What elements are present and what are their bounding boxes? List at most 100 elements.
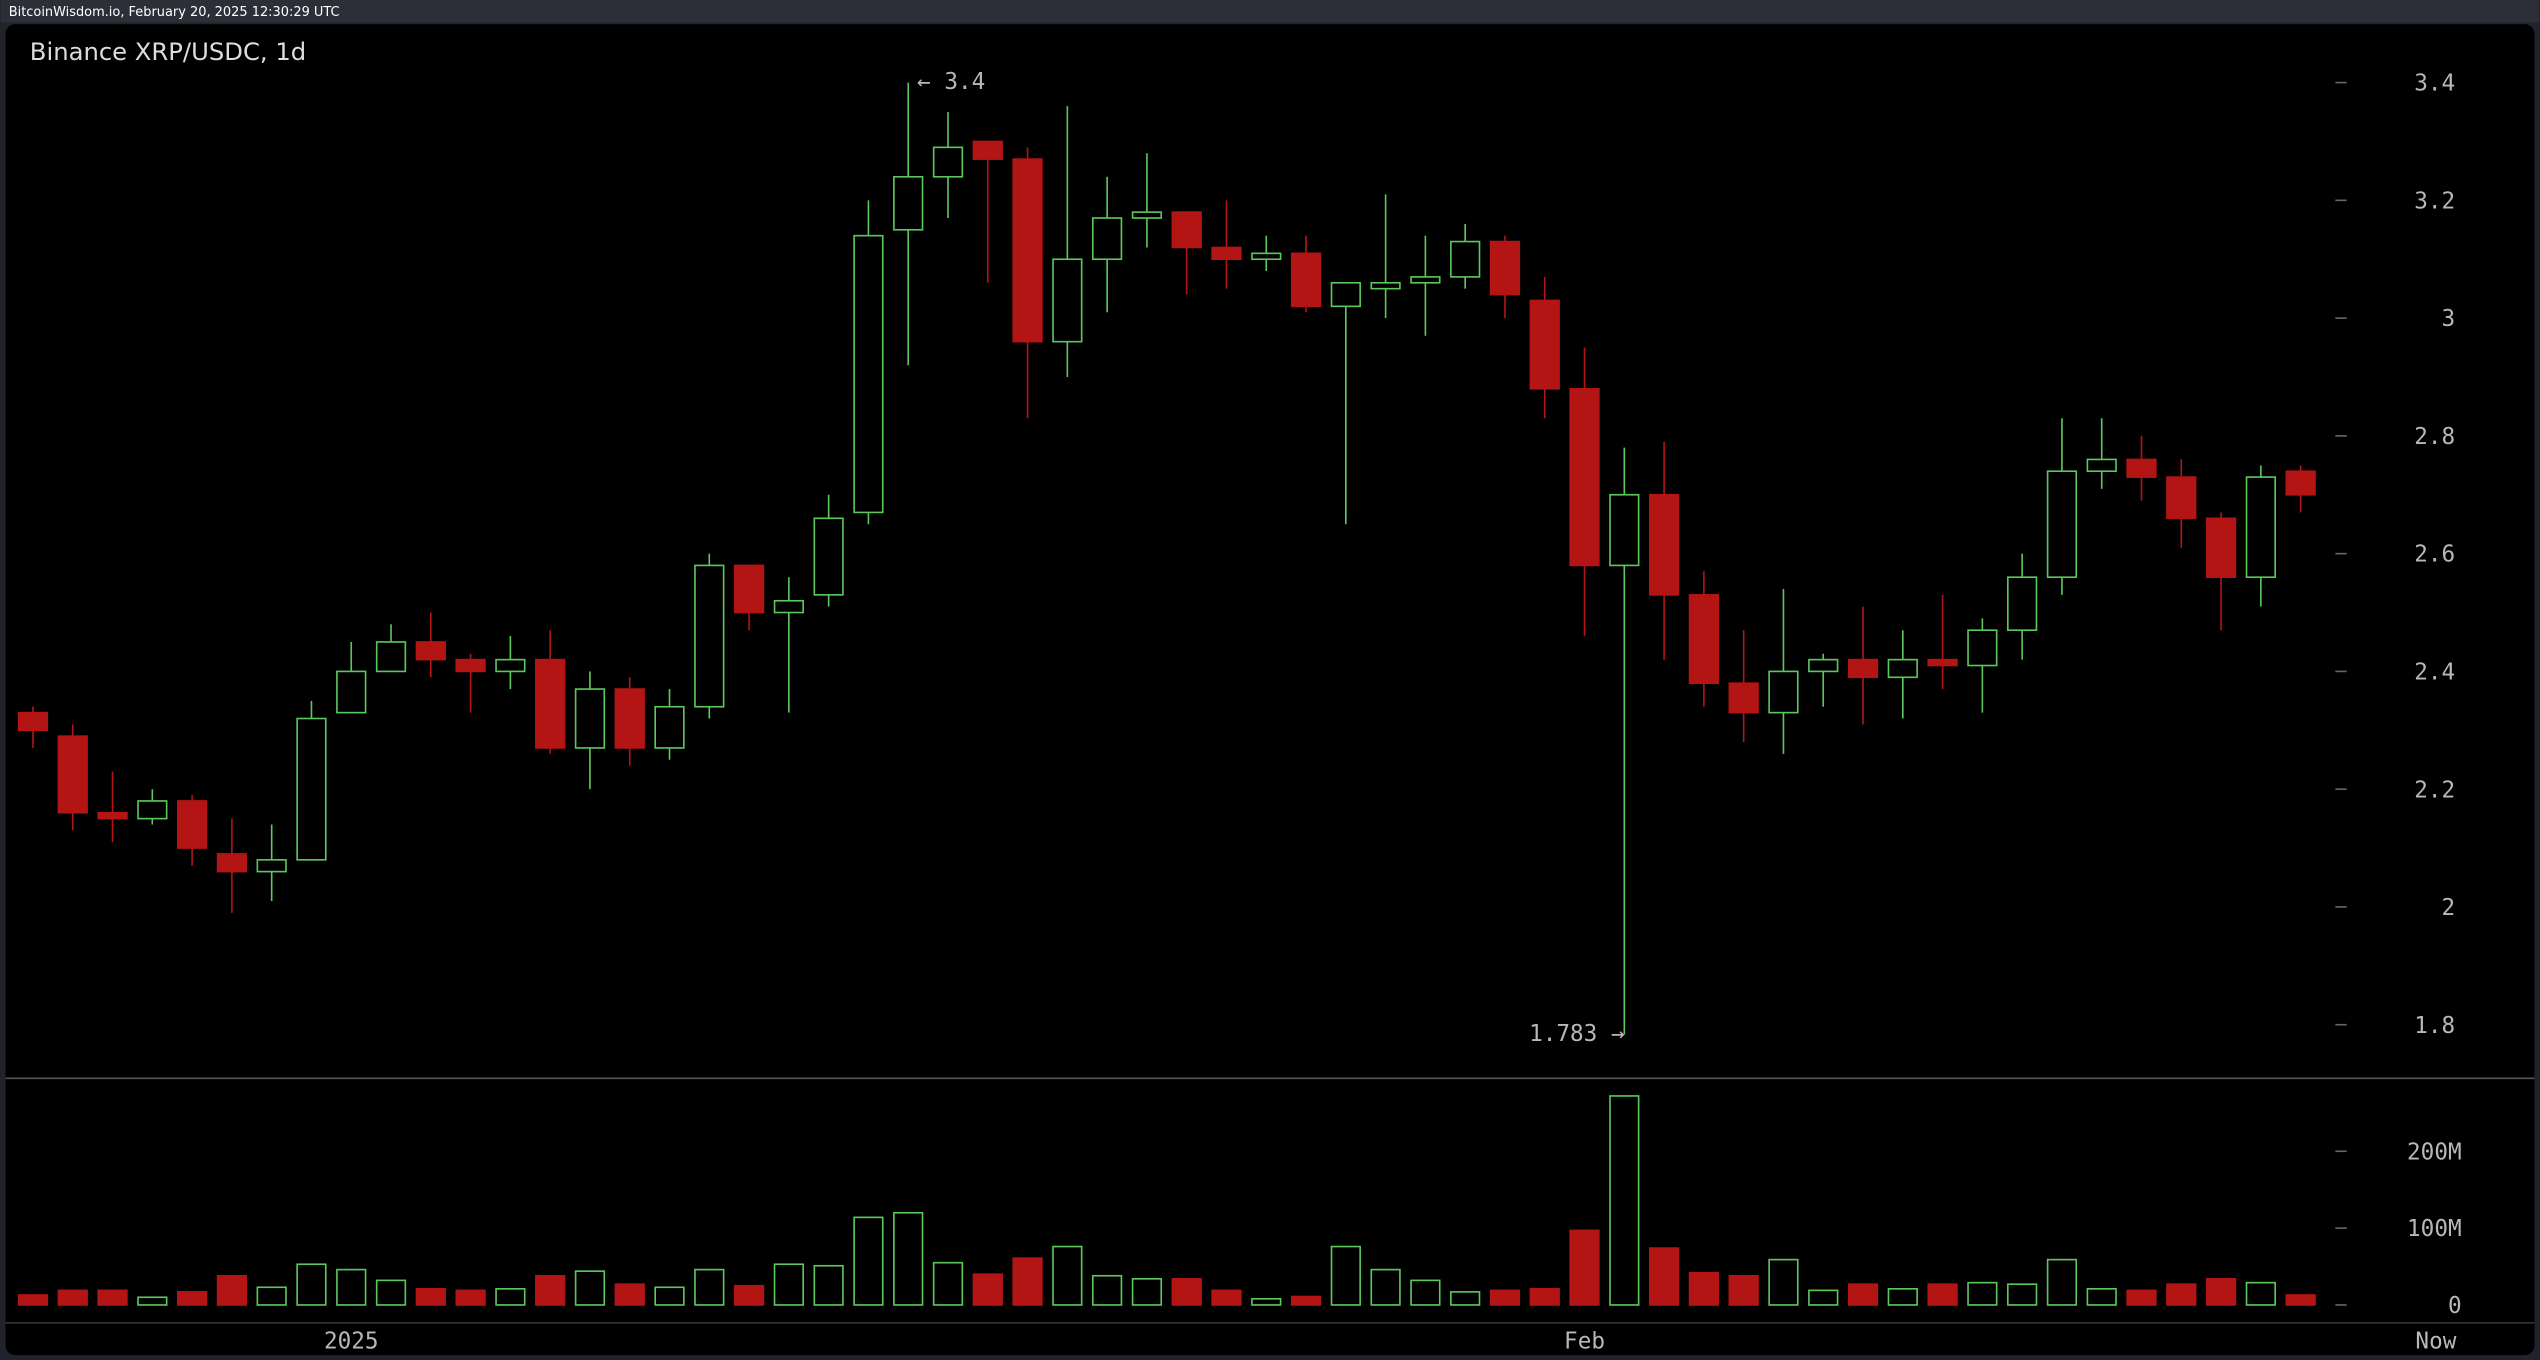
candle-body: [2007, 576, 2038, 631]
header: BitcoinWisdom.io, February 20, 2025 12:3…: [9, 5, 340, 20]
volume-bar: [455, 1289, 486, 1306]
y-tick-label: 2.8: [2414, 424, 2455, 450]
candle-body: [1171, 211, 1202, 249]
volume-bar: [1569, 1229, 1600, 1306]
volume-bar: [1529, 1288, 1560, 1306]
volume-bar: [2205, 1278, 2237, 1306]
volume-bar: [1768, 1258, 1799, 1306]
volume-bar: [2285, 1294, 2316, 1306]
volume-bar: [57, 1289, 88, 1306]
candle-body: [375, 641, 407, 673]
volume-bar: [1131, 1278, 1163, 1306]
volume-bar: [2126, 1289, 2157, 1306]
volume-bar: [694, 1268, 725, 1306]
volume-bar: [1171, 1278, 1202, 1306]
candle-body: [455, 658, 486, 673]
volume-bar: [137, 1296, 168, 1306]
candle-body: [1450, 240, 1481, 278]
candle-body: [296, 717, 327, 861]
y-tick-label: 3: [2442, 306, 2456, 332]
volume-bar: [1052, 1245, 1083, 1306]
candle-body: [733, 564, 765, 614]
volume-bar: [97, 1289, 128, 1306]
volume-bar: [972, 1273, 1003, 1306]
candle-body: [535, 658, 566, 749]
volume-bar: [1967, 1281, 1998, 1306]
candle-body: [1648, 493, 1680, 596]
volume-bar: [813, 1264, 844, 1306]
candle-body: [1410, 276, 1441, 284]
candle-body: [2046, 470, 2078, 579]
y-tick-label: 2.6: [2414, 542, 2455, 568]
candle-body: [932, 146, 964, 178]
candle-body: [1052, 258, 1083, 343]
volume-bar: [1091, 1274, 1123, 1306]
candle-body: [1569, 387, 1600, 567]
candle-body: [216, 853, 248, 873]
volume-bar: [336, 1268, 367, 1306]
candle-body: [1251, 252, 1282, 261]
candle-body: [2086, 458, 2117, 473]
candle-body: [2245, 476, 2276, 579]
candle-body: [1967, 629, 1998, 667]
volume-bar: [256, 1286, 287, 1306]
volume-bar: [495, 1288, 526, 1306]
volume-bar: [2166, 1283, 2197, 1306]
candle-body: [1887, 658, 1918, 679]
volume-bar: [1728, 1274, 1759, 1306]
candle-body: [2205, 517, 2237, 579]
x-tick-label: Feb: [1564, 1329, 1605, 1355]
candle-body: [1927, 658, 1958, 667]
candle-body: [57, 735, 88, 814]
volume-bar: [1012, 1257, 1043, 1306]
volume-bar: [1370, 1268, 1401, 1306]
volume-bar: [1927, 1283, 1958, 1306]
volume-bar: [1410, 1279, 1441, 1306]
volume-bar: [1887, 1288, 1918, 1306]
y-tick-label: 2: [2442, 895, 2456, 921]
volume-bar: [375, 1279, 407, 1306]
chart-panel: [5, 24, 2535, 1356]
volume-tick-label: 200M: [2407, 1139, 2462, 1165]
volume-bar: [216, 1274, 248, 1306]
y-tick-label: 1.8: [2414, 1013, 2455, 1039]
volume-tick-label: 100M: [2407, 1216, 2462, 1242]
volume-bar: [17, 1294, 49, 1306]
candle-body: [1728, 682, 1759, 714]
chart-title: Binance XRP/USDC, 1d: [30, 37, 306, 66]
volume-bar: [654, 1286, 685, 1306]
volume-bar: [614, 1283, 645, 1306]
candle-body: [1489, 240, 1521, 296]
candle-body: [654, 705, 685, 749]
volume-bar: [2245, 1281, 2276, 1306]
candle-body: [1688, 594, 1720, 684]
x-tick-label: 2025: [324, 1329, 379, 1355]
volume-bar: [1688, 1271, 1720, 1306]
candle-body: [137, 800, 168, 820]
candle-body: [1091, 217, 1123, 261]
candle-body: [176, 800, 208, 849]
volume-bar: [1450, 1291, 1481, 1306]
volume-bar: [893, 1211, 924, 1306]
candle-body: [1370, 281, 1401, 290]
candle-body: [256, 859, 287, 873]
candle-body: [97, 811, 128, 820]
volume-bar: [2046, 1258, 2078, 1306]
volume-bar: [176, 1291, 208, 1306]
volume-tick-label: 0: [2448, 1293, 2462, 1319]
candle-body: [853, 234, 884, 514]
volume-bar: [2086, 1288, 2117, 1306]
volume-bar: [773, 1263, 804, 1306]
candle-body: [495, 658, 526, 673]
volume-bar: [535, 1274, 566, 1306]
candle-body: [415, 641, 446, 661]
volume-bar: [1808, 1289, 1839, 1306]
volume-bar: [2007, 1283, 2038, 1306]
volume-bar: [1290, 1295, 1322, 1306]
volume-bar: [1211, 1289, 1242, 1306]
volume-bar: [574, 1270, 606, 1306]
volume-bar: [1847, 1283, 1879, 1306]
candle-body: [972, 140, 1003, 160]
y-tick-label: 3.4: [2414, 71, 2455, 97]
